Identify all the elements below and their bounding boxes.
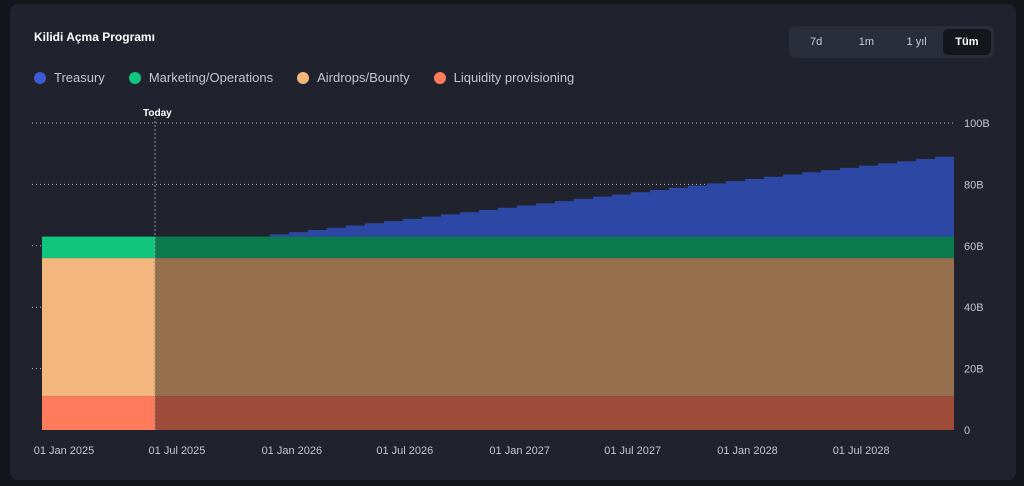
legend-label-liquidity: Liquidity provisioning [453, 70, 575, 85]
y-tick-label-2: 40B [964, 302, 984, 314]
x-tick-label-4: 01 Jan 2027 [489, 445, 550, 457]
series-band-future-2 [154, 236, 955, 259]
legend-dot-marketing [128, 71, 141, 84]
legend-label-marketing: Marketing/Operations [148, 70, 274, 85]
tab-1m[interactable]: 1m [858, 36, 875, 48]
series-band-past-2 [42, 236, 155, 259]
tab-1y[interactable]: 1 yıl [906, 36, 927, 48]
tab-all[interactable]: Tüm [942, 29, 991, 55]
today-label: Today [143, 108, 172, 119]
x-tick-label-6: 01 Jan 2028 [717, 445, 778, 457]
time-range-tabs: 7d 1m 1 yıl Tüm [789, 26, 994, 58]
chart-title: Kilidi Açma Programı [34, 30, 155, 44]
legend-label-treasury: Treasury [54, 70, 105, 85]
series-band-future-0 [154, 396, 955, 430]
x-tick-label-2: 01 Jan 2026 [262, 445, 323, 457]
y-tick-label-5: 100B [964, 118, 990, 130]
series-band-future-1 [154, 258, 955, 397]
x-tick-label-7: 01 Jul 2028 [833, 445, 890, 457]
y-tick-label-4: 80B [964, 179, 984, 191]
unlock-chart: Today 0 20B 40B 60B 80B 100B 01 Jan 2025 01 Jul … [32, 108, 990, 457]
legend-item-marketing[interactable]: Marketing/Operations [128, 70, 274, 85]
y-tick-label-1: 20B [964, 364, 984, 376]
y-tick-label-3: 60B [964, 241, 984, 253]
legend-dot-treasury [34, 71, 46, 84]
legend-dot-airdrops [297, 71, 310, 84]
x-tick-label-5: 01 Jul 2027 [604, 445, 661, 457]
series-band-past-1 [42, 258, 155, 397]
x-tick-label-3: 01 Jul 2026 [376, 445, 433, 457]
legend-dot-liquidity [433, 71, 446, 84]
tab-7d[interactable]: 7d [810, 36, 823, 48]
unlock-schedule-card: Kilidi Açma Programı 7d 1m 1 yıl Tüm Tre… [10, 4, 1016, 480]
series-area-treasury [269, 156, 954, 237]
x-tick-label-0: 01 Jan 2025 [34, 445, 95, 457]
series-band-past-0 [42, 396, 155, 430]
legend-item-liquidity[interactable]: Liquidity provisioning [433, 70, 575, 85]
y-tick-label-0: 0 [964, 425, 970, 437]
x-tick-label-1: 01 Jul 2025 [149, 445, 206, 457]
legend-item-airdrops[interactable]: Airdrops/Bounty [297, 70, 410, 85]
legend-label-airdrops: Airdrops/Bounty [317, 70, 410, 85]
chart-legend: Treasury Marketing/Operations Airdrops/B… [34, 70, 574, 85]
legend-item-treasury[interactable]: Treasury [34, 70, 105, 85]
